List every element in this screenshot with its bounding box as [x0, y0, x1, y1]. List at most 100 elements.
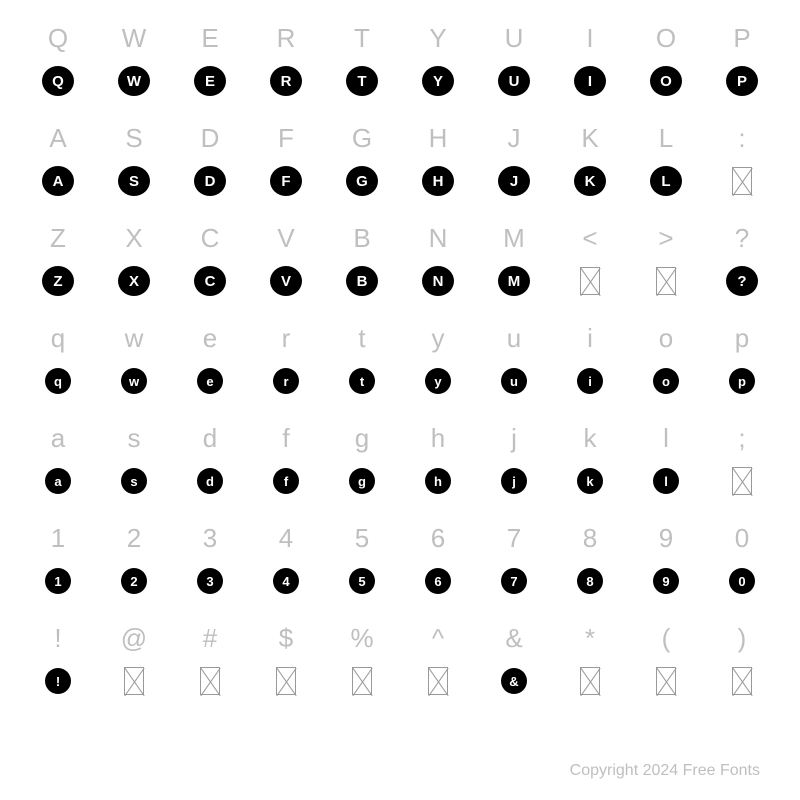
char-cell: 33 — [172, 520, 248, 620]
char-cell: tt — [324, 320, 400, 420]
glyph-bubble: M — [498, 266, 530, 296]
char-glyph — [200, 664, 220, 698]
char-label: ) — [738, 620, 747, 656]
char-label: L — [659, 120, 673, 156]
glyph-bubble: B — [346, 266, 378, 296]
char-glyph: K — [574, 164, 606, 198]
char-glyph: u — [501, 364, 527, 398]
char-glyph — [580, 664, 600, 698]
char-label: g — [355, 420, 369, 456]
char-label: O — [656, 20, 676, 56]
char-cell: LL — [628, 120, 704, 220]
char-glyph: F — [270, 164, 302, 198]
char-glyph — [276, 664, 296, 698]
char-cell: @ — [96, 620, 172, 720]
char-label: ^ — [432, 620, 444, 656]
char-cell: dd — [172, 420, 248, 520]
char-glyph: h — [425, 464, 451, 498]
char-label: o — [659, 320, 673, 356]
char-glyph: D — [194, 164, 226, 198]
glyph-bubble: U — [498, 66, 530, 96]
char-cell: uu — [476, 320, 552, 420]
char-label: p — [735, 320, 749, 356]
char-cell: aa — [20, 420, 96, 520]
char-label: Y — [429, 20, 446, 56]
char-glyph: k — [577, 464, 603, 498]
char-glyph: d — [197, 464, 223, 498]
char-cell: 00 — [704, 520, 780, 620]
char-label: s — [128, 420, 141, 456]
glyph-bubble: L — [650, 166, 682, 196]
char-label: K — [581, 120, 598, 156]
char-glyph: 9 — [653, 564, 679, 598]
char-label: U — [505, 20, 524, 56]
glyph-bubble: Z — [42, 266, 74, 296]
char-label: X — [125, 220, 142, 256]
char-cell: EE — [172, 20, 248, 120]
char-cell: ; — [704, 420, 780, 520]
glyph-bubble: y — [425, 368, 451, 394]
glyph-bubble: & — [501, 668, 527, 694]
char-label: u — [507, 320, 521, 356]
glyph-bubble: ! — [45, 668, 71, 694]
char-cell: ii — [552, 320, 628, 420]
char-glyph: ! — [45, 664, 71, 698]
char-glyph — [656, 664, 676, 698]
char-label: # — [203, 620, 217, 656]
char-cell: NN — [400, 220, 476, 320]
char-cell: ZZ — [20, 220, 96, 320]
char-label: M — [503, 220, 525, 256]
char-cell: QQ — [20, 20, 96, 120]
glyph-bubble: 9 — [653, 568, 679, 594]
glyph-bubble: e — [197, 368, 223, 394]
char-label: 1 — [51, 520, 65, 556]
char-label: S — [125, 120, 142, 156]
char-label: N — [429, 220, 448, 256]
char-glyph — [428, 664, 448, 698]
char-cell: rr — [248, 320, 324, 420]
char-label: F — [278, 120, 294, 156]
char-label: D — [201, 120, 220, 156]
char-cell: GG — [324, 120, 400, 220]
char-glyph: 5 — [349, 564, 375, 598]
char-glyph — [732, 664, 752, 698]
char-label: & — [505, 620, 522, 656]
glyph-bubble: 6 — [425, 568, 451, 594]
glyph-bubble: 8 — [577, 568, 603, 594]
char-glyph: 4 — [273, 564, 299, 598]
char-label: ! — [54, 620, 61, 656]
glyph-notdef — [276, 667, 296, 695]
char-label: I — [586, 20, 593, 56]
glyph-bubble: J — [498, 166, 530, 196]
glyph-notdef — [732, 167, 752, 195]
char-label: q — [51, 320, 65, 356]
char-cell: !! — [20, 620, 96, 720]
char-glyph: 6 — [425, 564, 451, 598]
glyph-bubble: 5 — [349, 568, 375, 594]
char-label: H — [429, 120, 448, 156]
char-cell: ?? — [704, 220, 780, 320]
char-glyph: V — [270, 264, 302, 298]
glyph-bubble: T — [346, 66, 378, 96]
char-cell: && — [476, 620, 552, 720]
char-cell: SS — [96, 120, 172, 220]
char-cell: TT — [324, 20, 400, 120]
char-glyph: q — [45, 364, 71, 398]
char-label: A — [49, 120, 66, 156]
char-glyph: N — [422, 264, 454, 298]
glyph-notdef — [124, 667, 144, 695]
char-cell: ) — [704, 620, 780, 720]
glyph-bubble: I — [574, 66, 606, 96]
char-label: f — [282, 420, 289, 456]
char-label: J — [508, 120, 521, 156]
char-cell: ff — [248, 420, 324, 520]
copyright-footer: Copyright 2024 Free Fonts — [570, 762, 760, 780]
char-glyph: J — [498, 164, 530, 198]
char-cell: jj — [476, 420, 552, 520]
char-cell: pp — [704, 320, 780, 420]
glyph-bubble: F — [270, 166, 302, 196]
char-cell: 55 — [324, 520, 400, 620]
char-cell: RR — [248, 20, 324, 120]
char-cell: ee — [172, 320, 248, 420]
glyph-bubble: R — [270, 66, 302, 96]
